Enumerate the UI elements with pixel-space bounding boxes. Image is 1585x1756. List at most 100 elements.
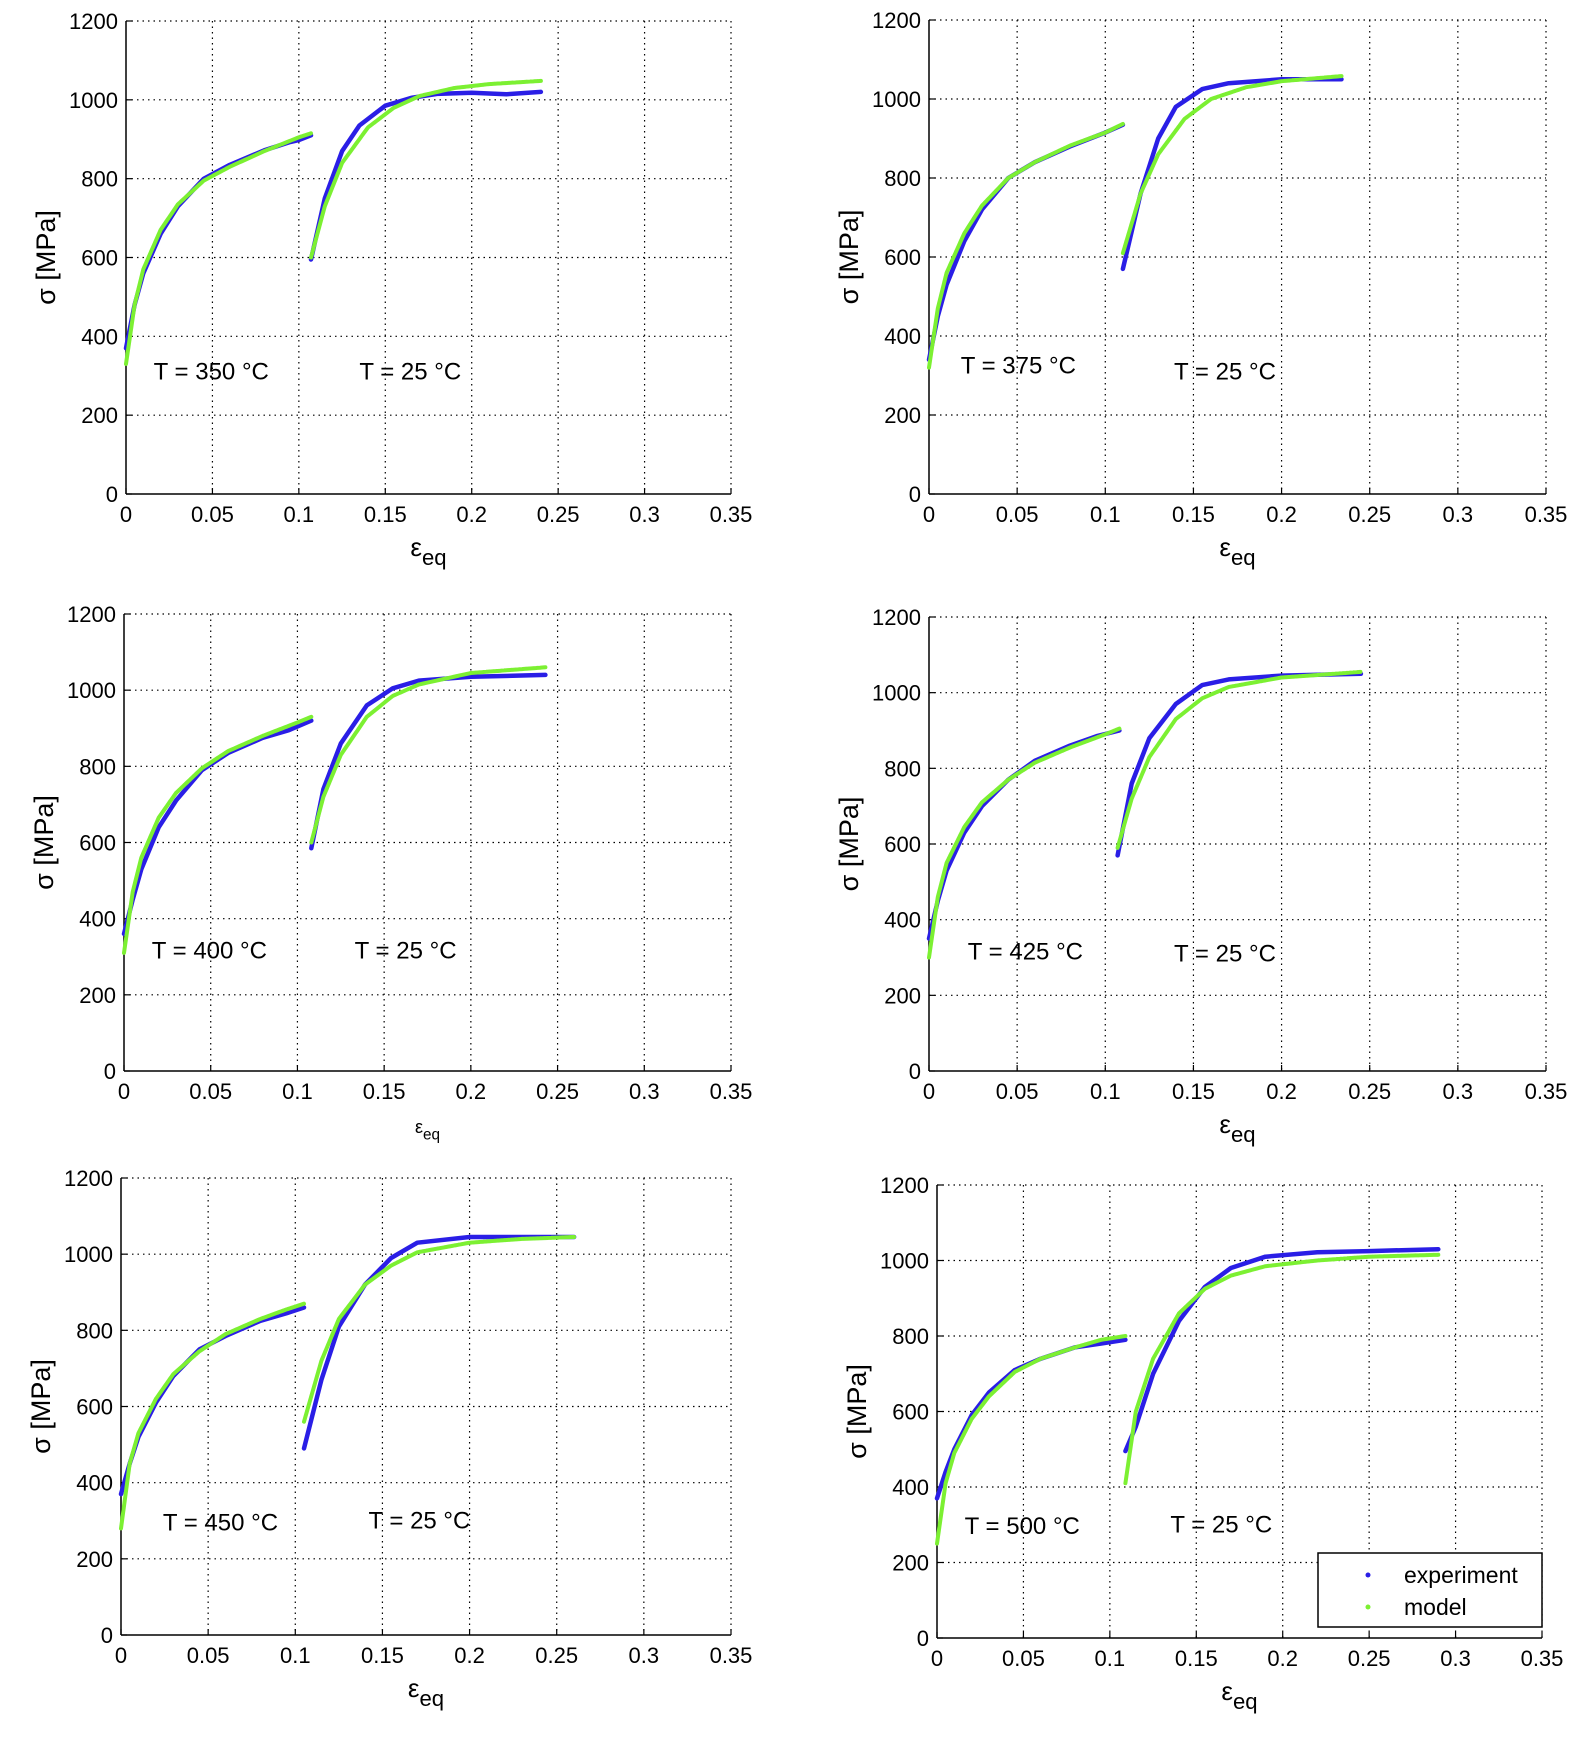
x-tick-label: 0.05 [191, 502, 234, 527]
y-axis-label: σ [MPa] [29, 795, 59, 890]
temperature-annotation: T = 400 °C [152, 938, 267, 965]
y-tick-label: 400 [892, 1475, 929, 1500]
x-axis-label: εeq [410, 532, 446, 570]
y-tick-label: 200 [884, 983, 921, 1008]
experiment-series-segment-1 [118, 1305, 307, 1497]
temperature-annotation: T = 25 °C [355, 938, 457, 965]
y-tick-label: 1200 [69, 9, 118, 34]
x-tick-label: 0.2 [1267, 1646, 1298, 1671]
x-tick-label: 0.15 [1175, 1646, 1218, 1671]
x-tick-label: 0.05 [187, 1643, 230, 1668]
y-tick-label: 0 [909, 1059, 921, 1084]
legend: experiment model [1317, 1552, 1543, 1628]
y-tick-label: 400 [884, 908, 921, 933]
x-axis-label-symbol: ε [408, 1673, 420, 1703]
x-tick-label: 0.3 [629, 1079, 660, 1104]
x-tick-label: 0.3 [629, 1643, 660, 1668]
y-tick-label: 600 [884, 832, 921, 857]
legend-label-model: model [1404, 1594, 1467, 1620]
experiment-series-segment-2 [308, 89, 544, 262]
x-tick-label: 0.15 [361, 1643, 404, 1668]
temperature-annotation: T = 350 °C [154, 359, 269, 386]
x-axis-label-symbol: ε [415, 1117, 423, 1137]
experiment-series-segment-1 [121, 718, 314, 937]
temperature-annotation: T = 25 °C [1174, 358, 1276, 385]
x-tick-label: 0 [923, 1079, 935, 1104]
model-series-segment-1 [927, 726, 1122, 960]
experiment-series-segment-1 [926, 728, 1122, 941]
legend-marker-experiment [1365, 1572, 1371, 1578]
legend-marker-model [1365, 1604, 1371, 1610]
x-tick-label: 0.25 [1348, 1079, 1391, 1104]
y-tick-label: 600 [884, 245, 921, 270]
y-axis-label: σ [MPa] [31, 210, 61, 305]
panel-5: 0 0.05 0.1 0.15 0.2 0.25 0.3 0.35 0 200 400 600 800 1… [26, 1166, 752, 1711]
temperature-annotation: T = 25 °C [359, 359, 461, 386]
panel-6: 0 0.05 0.1 0.15 0.2 0.25 0.3 0.35 0 200 400 600 800 1… [842, 1173, 1563, 1714]
x-tick-label: 0 [931, 1646, 943, 1671]
experiment-series-segment-2 [1123, 1246, 1441, 1454]
x-tick-label: 0 [120, 502, 132, 527]
y-tick-label: 800 [81, 167, 118, 192]
experiment-series-segment-2 [1115, 671, 1364, 858]
x-axis-label-subscript: eq [1231, 1122, 1256, 1147]
temperature-annotation: T = 425 °C [968, 938, 1083, 965]
y-tick-label: 200 [884, 403, 921, 428]
y-tick-label: 0 [104, 1059, 116, 1084]
y-tick-label: 1000 [872, 87, 921, 112]
model-series-segment-1 [119, 1301, 306, 1531]
y-axis-label: σ [MPa] [834, 210, 864, 305]
y-tick-label: 1200 [872, 605, 921, 630]
model-series-segment-2 [302, 1235, 577, 1424]
x-axis-label-symbol: ε [1219, 1109, 1231, 1139]
x-tick-label: 0.3 [1443, 1079, 1474, 1104]
y-tick-label: 400 [79, 907, 116, 932]
y-tick-label: 1000 [880, 1249, 929, 1274]
temperature-annotation: T = 500 °C [965, 1513, 1080, 1540]
x-tick-label: 0.05 [1002, 1646, 1045, 1671]
x-tick-label: 0.3 [629, 502, 660, 527]
y-tick-label: 200 [892, 1551, 929, 1576]
x-tick-label: 0.2 [456, 502, 487, 527]
x-tick-label: 0.25 [1348, 1646, 1391, 1671]
y-tick-label: 1200 [880, 1173, 929, 1198]
x-tick-label: 0.1 [1095, 1646, 1126, 1671]
x-tick-label: 0.1 [282, 1079, 313, 1104]
model-series-segment-2 [1123, 1252, 1441, 1486]
y-tick-label: 1200 [64, 1166, 113, 1191]
x-tick-label: 0.1 [1090, 1079, 1121, 1104]
y-tick-label: 1000 [69, 88, 118, 113]
x-tick-label: 0.3 [1440, 1646, 1471, 1671]
x-axis-label-symbol: ε [1219, 532, 1231, 562]
y-tick-label: 800 [884, 166, 921, 191]
y-tick-label: 400 [884, 324, 921, 349]
x-tick-label: 0.25 [535, 1643, 578, 1668]
x-tick-label: 0.2 [454, 1643, 485, 1668]
x-tick-label: 0.25 [536, 1079, 579, 1104]
y-tick-label: 1200 [872, 8, 921, 33]
x-axis-label: εeq [1219, 1109, 1255, 1147]
x-tick-label: 0.05 [996, 1079, 1039, 1104]
x-axis-label: εeq [1219, 532, 1255, 570]
x-tick-label: 0.1 [280, 1643, 311, 1668]
x-tick-label: 0.15 [1172, 1079, 1215, 1104]
x-axis-label-symbol: ε [410, 532, 422, 562]
x-axis-label: εeq [415, 1117, 440, 1143]
x-tick-label: 0.05 [996, 502, 1039, 527]
x-tick-label: 0.25 [1348, 502, 1391, 527]
y-tick-label: 200 [79, 983, 116, 1008]
y-tick-label: 800 [79, 754, 116, 779]
panel-1: 0 0.05 0.1 0.15 0.2 0.25 0.3 0.35 0 200 400 600 800 1… [31, 9, 752, 570]
x-tick-label: 0.35 [710, 1079, 753, 1104]
y-tick-label: 0 [101, 1623, 113, 1648]
x-tick-label: 0 [923, 502, 935, 527]
x-tick-label: 0 [118, 1079, 130, 1104]
y-axis-label: σ [MPa] [842, 1364, 872, 1459]
y-tick-label: 600 [892, 1400, 929, 1425]
experiment-series-segment-2 [309, 672, 548, 851]
model-series-segment-2 [1120, 74, 1344, 256]
x-tick-label: 0.35 [1525, 502, 1568, 527]
y-tick-label: 1000 [872, 681, 921, 706]
x-tick-label: 0.05 [189, 1079, 232, 1104]
